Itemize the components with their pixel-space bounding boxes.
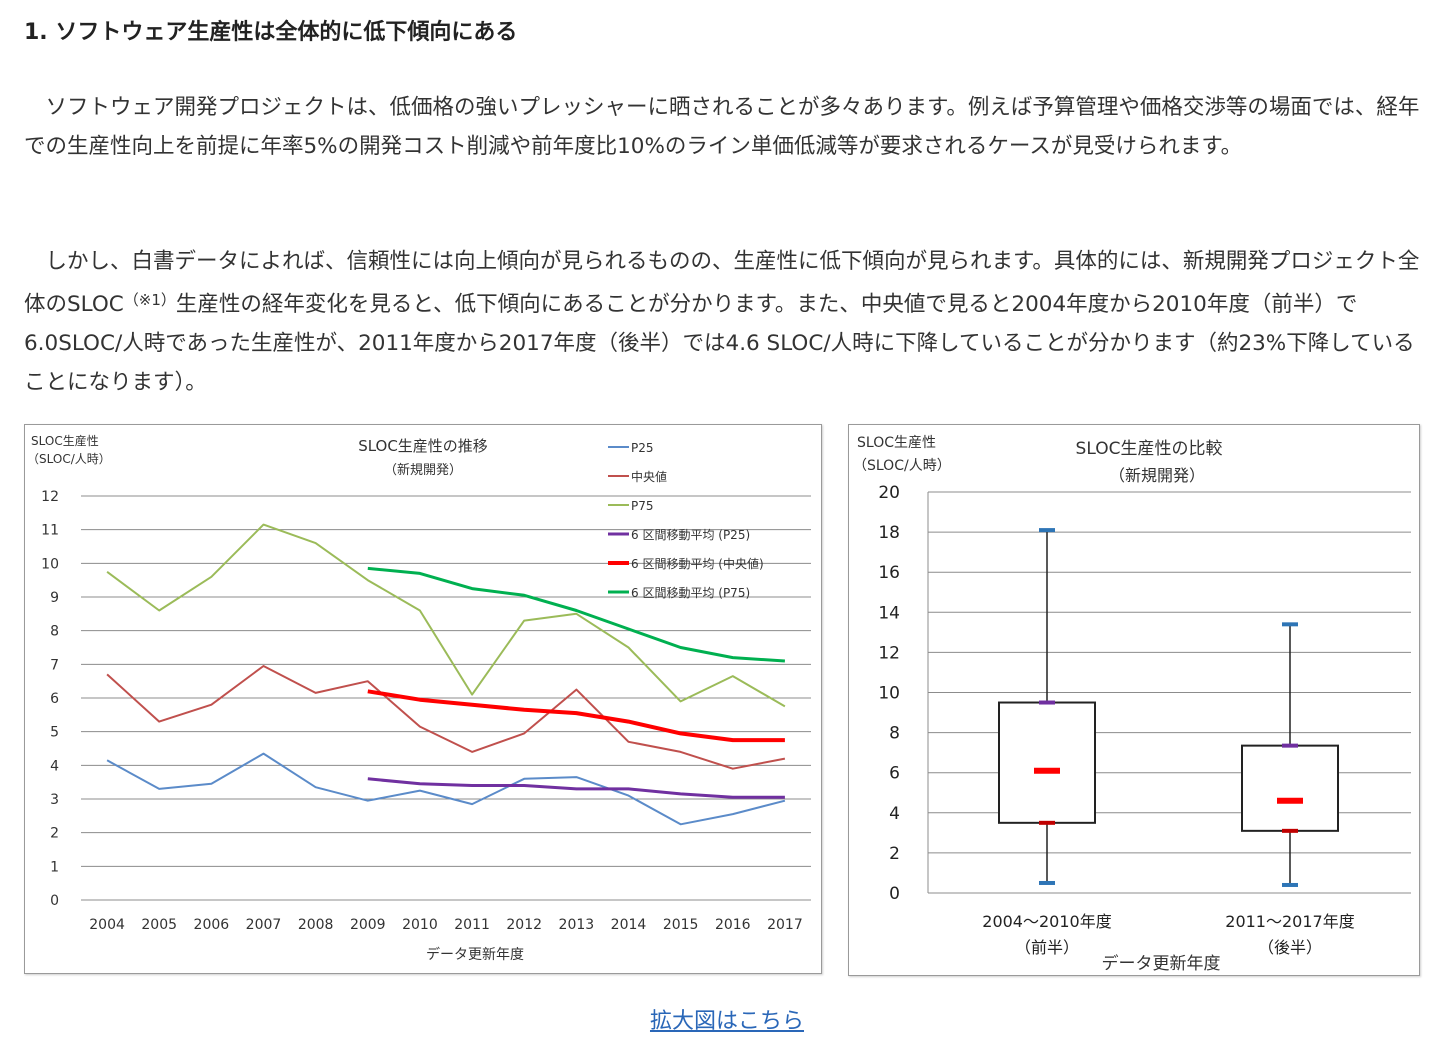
y-tick-label: 1 (50, 859, 59, 875)
x-axis-label: データ更新年度 (426, 946, 524, 963)
y-tick-label: 18 (878, 523, 900, 543)
series-line (106, 665, 786, 770)
x-tick-label: 2009 (350, 917, 386, 933)
y-tick-label: 3 (50, 792, 59, 808)
series-line (367, 777, 785, 799)
enlarge-figure-link[interactable]: 拡大図はこちら (649, 1009, 804, 1034)
chart-subtitle: （新規開発） (1109, 466, 1205, 485)
y-tick-label: 11 (41, 523, 59, 539)
y-tick-label: 5 (50, 725, 59, 741)
x-tick-label: 2010 (402, 917, 438, 933)
category-label: 2011～2017年度 (1225, 912, 1354, 931)
findings-text-part2: 生産性の経年変化を見ると、低下傾向にあることが分かります。また、中央値で見ると2… (24, 292, 1415, 395)
x-tick-label: 2005 (141, 917, 177, 933)
y-axis-label: SLOC生産性 (857, 435, 936, 451)
sloc-comparison-box-chart: 0 2 4 6 8 10 12 14 16 18 20 SLOC生産性 （SLOC/人時） SLOC生産性… (848, 424, 1420, 976)
findings-paragraph: しかし、白書データによれば、信頼性には向上傾向が見られるものの、生産性に低下傾向… (24, 242, 1424, 402)
iqr-box (998, 701, 1096, 824)
series-line (367, 566, 785, 663)
chart-title: SLOC生産性の比較 (1076, 439, 1223, 459)
sloc-trend-line-chart: 0 1 2 3 4 5 6 7 8 9 10 11 12 2004 2005 2006 2007 2008 2009… (24, 424, 822, 974)
y-tick-label: 8 (889, 724, 900, 744)
y-tick-label: 4 (50, 758, 59, 774)
y-tick-label: 12 (878, 643, 900, 663)
x-axis-label: データ更新年度 (1102, 953, 1221, 974)
y-axis-label: SLOC生産性 (31, 433, 99, 448)
y-tick-label: 10 (41, 556, 59, 572)
intro-paragraph: ソフトウェア開発プロジェクトは、低価格の強いプレッシャーに晒されることが多々あり… (24, 95, 1420, 159)
x-tick-label: 2006 (194, 917, 230, 933)
y-tick-label: 0 (50, 893, 59, 909)
y-tick-label: 6 (889, 764, 900, 784)
y-tick-label: 9 (50, 590, 59, 606)
y-tick-label: 20 (878, 483, 900, 503)
footnote-marker: （※1） (123, 291, 176, 309)
chart-title: SLOC生産性の推移 (358, 437, 488, 455)
x-tick-label: 2007 (246, 917, 282, 933)
x-tick-label: 2008 (298, 917, 334, 933)
y-tick-label: 6 (50, 691, 59, 707)
y-tick-label: 7 (50, 657, 59, 673)
y-tick-label: 0 (889, 884, 900, 904)
legend-label: 6 区間移動平均 (中央値) (631, 556, 764, 571)
enlarge-link-container: 拡大図はこちら (0, 1003, 1454, 1035)
x-tick-label: 2004 (89, 917, 125, 933)
y-tick-label: 10 (878, 684, 900, 704)
y-tick-label: 2 (889, 844, 900, 864)
y-tick-label: 14 (878, 603, 900, 623)
legend-label: 中央値 (631, 469, 667, 484)
x-tick-label: 2013 (559, 917, 595, 933)
y-axis-unit: （SLOC/人時） (27, 452, 111, 466)
chart-subtitle: （新規開発） (384, 462, 462, 478)
x-tick-label: 2016 (715, 917, 751, 933)
legend-label: P75 (631, 499, 654, 513)
series-line (106, 523, 786, 708)
y-tick-label: 4 (889, 804, 900, 824)
legend-label: 6 区間移動平均 (P25) (631, 528, 750, 542)
section-heading: 1. ソフトウェア生産性は全体的に低下傾向にある (24, 20, 518, 45)
y-tick-label: 8 (50, 624, 59, 640)
y-axis-unit: （SLOC/人時） (853, 458, 951, 474)
y-tick-label: 12 (41, 489, 59, 505)
y-tick-label: 2 (50, 826, 59, 842)
findings-text-part1: しかし、白書データによれば、信頼性には向上傾向が見られるものの、生産性に低下傾向… (24, 249, 1420, 317)
legend-label: P25 (631, 441, 654, 455)
series-line (106, 752, 786, 826)
box-chart-svg: 0 2 4 6 8 10 12 14 16 18 20 SLOC生産性 （SLOC/人時） SLOC生産性… (853, 435, 1411, 974)
category-sublabel: （後半） (1258, 938, 1322, 957)
category-label: 2004～2010年度 (982, 912, 1111, 931)
x-tick-label: 2017 (767, 917, 803, 933)
series-line (367, 689, 785, 743)
y-tick-label: 16 (878, 563, 900, 583)
x-tick-label: 2015 (663, 917, 699, 933)
category-sublabel: （前半） (1015, 938, 1079, 957)
iqr-box (1241, 744, 1339, 832)
legend-label: 6 区間移動平均 (P75) (631, 586, 750, 600)
x-tick-label: 2014 (611, 917, 647, 933)
x-tick-label: 2011 (454, 917, 490, 933)
x-tick-label: 2012 (506, 917, 542, 933)
